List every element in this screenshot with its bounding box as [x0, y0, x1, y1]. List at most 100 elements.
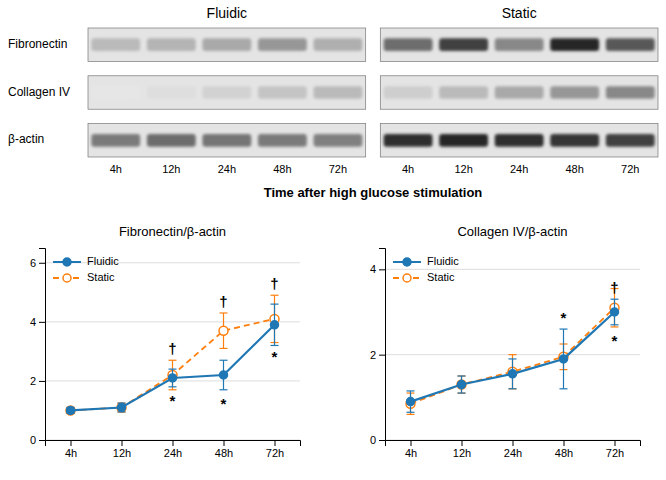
x-tick-mark: [513, 440, 514, 446]
x-axis-line: [46, 441, 301, 447]
x-tick: 72h: [606, 440, 624, 459]
series: [66, 295, 279, 415]
point: [407, 398, 415, 406]
error-bar-cap: [509, 388, 517, 389]
y-tick: 4: [30, 316, 45, 328]
error-bar: [220, 313, 228, 348]
error-bar-cap: [611, 324, 619, 325]
x-axis: 4h12h24h48h72h: [386, 440, 641, 459]
x-tick: 48h: [215, 440, 233, 459]
error-bar-cap: [220, 348, 228, 349]
y-tick-mark: [39, 381, 45, 382]
lane-label: 24h: [510, 163, 528, 175]
blot-band: [91, 86, 140, 99]
error-bar-cap: [169, 360, 177, 361]
panel-header: Static: [502, 5, 537, 21]
lane-label: 4h: [110, 163, 122, 175]
row-label: β-actin: [8, 132, 44, 146]
error-bar: [169, 369, 177, 387]
x-tick: 4h: [65, 440, 77, 459]
x-tick-label: 24h: [164, 447, 182, 459]
blot-band: [606, 134, 655, 147]
y-tick: 2: [30, 375, 45, 387]
y-tick-mark: [379, 269, 385, 270]
error-bar-cap: [509, 358, 517, 359]
blot-band: [147, 134, 196, 147]
legend-label: Static: [87, 271, 115, 283]
point: [169, 374, 177, 382]
series: [407, 299, 619, 412]
error-bar-cap: [220, 312, 228, 313]
y-tick-label: 6: [30, 257, 36, 269]
error-bar: [611, 299, 619, 325]
grid: [45, 263, 300, 440]
plot-area: [66, 295, 279, 415]
y-tick-label: 0: [30, 434, 36, 446]
x-tick: 72h: [266, 440, 284, 459]
blot-band: [147, 38, 196, 51]
grid: [385, 269, 640, 440]
legend: Fluidic Static: [53, 255, 119, 283]
point: [118, 404, 126, 412]
blot-band: [550, 86, 599, 99]
blot-band: [313, 86, 362, 99]
lane-label: 48h: [273, 163, 291, 175]
line-chart: Fibronectin/β-actin4h12h24h48h72h0246***…: [30, 224, 301, 459]
y-tick-mark: [39, 322, 45, 323]
y-tick-mark: [39, 263, 45, 264]
blot-band: [439, 134, 488, 147]
series: [406, 289, 619, 415]
error-bar-cap: [220, 389, 228, 390]
legend: FluidicStatic: [393, 255, 459, 283]
error-bar: [271, 304, 279, 345]
y-tick-label: 4: [30, 316, 36, 328]
x-tick-mark: [411, 440, 412, 446]
grid-line: [385, 354, 640, 355]
x-tick-mark: [173, 440, 174, 446]
annotation: *: [561, 309, 567, 326]
lane-label: 48h: [566, 163, 584, 175]
lane-label: 72h: [329, 163, 347, 175]
error-bar-cap: [271, 295, 279, 296]
blot-band: [495, 134, 544, 147]
legend-label: Fluidic: [87, 255, 119, 267]
blot-band: [91, 38, 140, 51]
annotation: †: [168, 340, 176, 357]
blot-panel: FibronectinCollagen IVβ-actinFluidic4h12…: [8, 5, 658, 200]
y-tick-mark: [39, 440, 45, 441]
x-tick-label: 48h: [215, 447, 233, 459]
point: [560, 355, 568, 363]
chart-title: Collagen IV/β-actin: [457, 224, 567, 239]
blot-band: [384, 86, 433, 99]
chart-title: Fibronectin/β-actin: [119, 224, 226, 239]
legend-item: Fluidic: [393, 255, 459, 267]
blot-background: [380, 124, 658, 157]
blot-band: [313, 38, 362, 51]
annotation: *: [170, 392, 176, 409]
error-bar-cap: [509, 354, 517, 355]
blot-band: [439, 86, 488, 99]
annotation: †: [219, 293, 227, 310]
y-tick: 0: [30, 434, 45, 446]
point: [219, 326, 228, 335]
lane-label: 72h: [621, 163, 639, 175]
x-tick-label: 4h: [405, 447, 417, 459]
y-axis: 024: [370, 249, 386, 447]
x-tick-mark: [275, 440, 276, 446]
error-bar: [458, 376, 466, 393]
error-bar-cap: [169, 369, 177, 370]
lane-label: 12h: [162, 163, 180, 175]
error-bar-cap: [271, 345, 279, 346]
error-bar-cap: [458, 392, 466, 393]
blot-band: [384, 38, 433, 51]
x-tick-mark: [122, 440, 123, 446]
blot-band: [550, 38, 599, 51]
series-line: [411, 308, 615, 404]
x-tick-mark: [71, 440, 72, 446]
x-axis-line: [386, 441, 641, 447]
error-bar-cap: [509, 388, 517, 389]
x-axis-title: Time after high glucose stimulation: [264, 185, 483, 200]
annotation: †: [270, 275, 278, 292]
x-tick-mark: [615, 440, 616, 446]
row-label: Collagen IV: [8, 85, 70, 99]
